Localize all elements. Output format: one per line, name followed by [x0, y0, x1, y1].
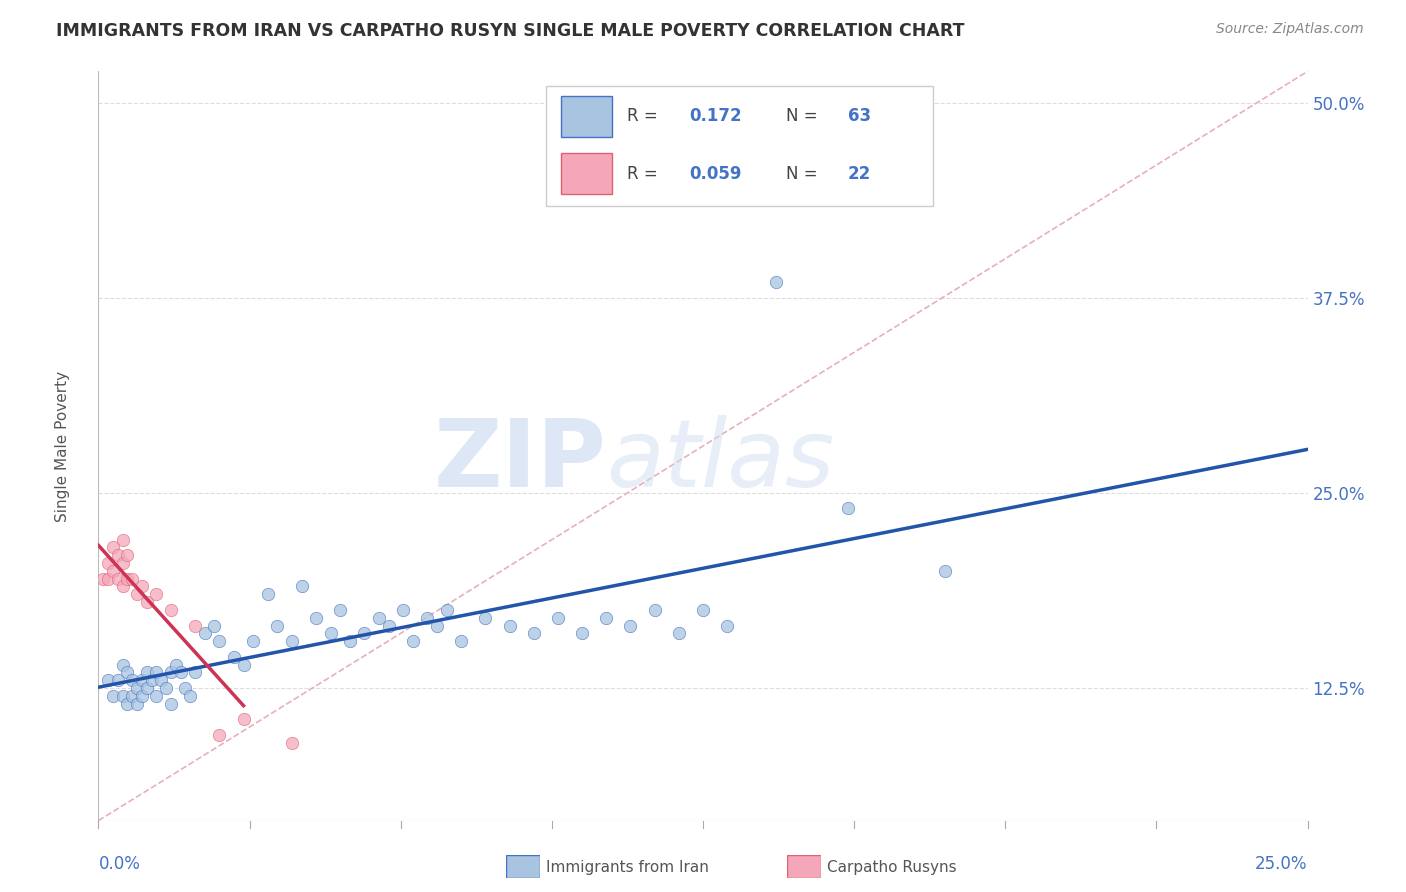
Point — [155, 681, 177, 695]
Point — [353, 626, 375, 640]
Point — [595, 611, 617, 625]
Point — [450, 634, 472, 648]
Point — [377, 618, 399, 632]
Point — [97, 572, 120, 586]
Point — [101, 689, 124, 703]
Point — [145, 665, 167, 680]
Point — [107, 572, 129, 586]
Point — [184, 665, 207, 680]
Point — [135, 665, 157, 680]
Point — [184, 618, 207, 632]
Point — [150, 673, 173, 688]
Point — [101, 541, 124, 555]
Point — [160, 665, 183, 680]
Point — [208, 634, 231, 648]
Point — [692, 603, 714, 617]
Point — [121, 572, 143, 586]
Point — [101, 564, 124, 578]
Point — [160, 697, 183, 711]
Point — [416, 611, 439, 625]
Point — [117, 665, 139, 680]
Point — [547, 611, 569, 625]
Point — [668, 626, 690, 640]
Point — [281, 634, 304, 648]
Point — [141, 673, 163, 688]
Point — [716, 618, 738, 632]
Point — [91, 572, 114, 586]
Point — [208, 728, 231, 742]
Point — [242, 634, 264, 648]
Point — [204, 618, 226, 632]
Point — [256, 587, 278, 601]
Text: IMMIGRANTS FROM IRAN VS CARPATHO RUSYN SINGLE MALE POVERTY CORRELATION CHART: IMMIGRANTS FROM IRAN VS CARPATHO RUSYN S… — [56, 22, 965, 40]
Point — [281, 735, 304, 749]
Point — [97, 673, 120, 688]
FancyBboxPatch shape — [506, 855, 540, 878]
Point — [232, 712, 254, 726]
Point — [179, 689, 201, 703]
Text: 25.0%: 25.0% — [1256, 855, 1308, 873]
Point — [135, 681, 157, 695]
Point — [165, 657, 187, 672]
Text: Single Male Poverty: Single Male Poverty — [55, 370, 70, 522]
Point — [266, 618, 288, 632]
Point — [107, 673, 129, 688]
Point — [127, 587, 149, 601]
Point — [174, 681, 197, 695]
Point — [232, 657, 254, 672]
Point — [117, 697, 139, 711]
Point — [222, 649, 245, 664]
Point — [339, 634, 361, 648]
Point — [619, 618, 641, 632]
Text: Immigrants from Iran: Immigrants from Iran — [546, 860, 709, 874]
Point — [305, 611, 328, 625]
Text: Source: ZipAtlas.com: Source: ZipAtlas.com — [1216, 22, 1364, 37]
Point — [121, 689, 143, 703]
Point — [934, 564, 956, 578]
Point — [117, 548, 139, 563]
Point — [194, 626, 217, 640]
Point — [160, 603, 183, 617]
Point — [135, 595, 157, 609]
Point — [131, 580, 153, 594]
Point — [765, 275, 787, 289]
Text: atlas: atlas — [606, 416, 835, 507]
Point — [169, 665, 191, 680]
Text: Carpatho Rusyns: Carpatho Rusyns — [827, 860, 956, 874]
Point — [426, 618, 449, 632]
Point — [97, 556, 120, 570]
Point — [131, 689, 153, 703]
Text: ZIP: ZIP — [433, 415, 606, 507]
Point — [498, 618, 520, 632]
Point — [571, 626, 593, 640]
Point — [392, 603, 415, 617]
Point — [131, 673, 153, 688]
Point — [523, 626, 546, 640]
Point — [145, 689, 167, 703]
Point — [111, 689, 134, 703]
Point — [319, 626, 342, 640]
Point — [644, 603, 666, 617]
Point — [474, 611, 496, 625]
FancyBboxPatch shape — [787, 855, 821, 878]
Point — [111, 556, 134, 570]
Point — [111, 533, 134, 547]
Point — [111, 657, 134, 672]
Point — [329, 603, 352, 617]
Text: 0.0%: 0.0% — [98, 855, 141, 873]
Point — [145, 587, 167, 601]
Point — [117, 572, 139, 586]
Point — [368, 611, 391, 625]
Point — [436, 603, 458, 617]
Point — [127, 697, 149, 711]
Point — [402, 634, 425, 648]
Point — [111, 580, 134, 594]
Point — [837, 501, 859, 516]
Point — [107, 548, 129, 563]
Point — [127, 681, 149, 695]
Point — [290, 580, 312, 594]
Point — [121, 673, 143, 688]
